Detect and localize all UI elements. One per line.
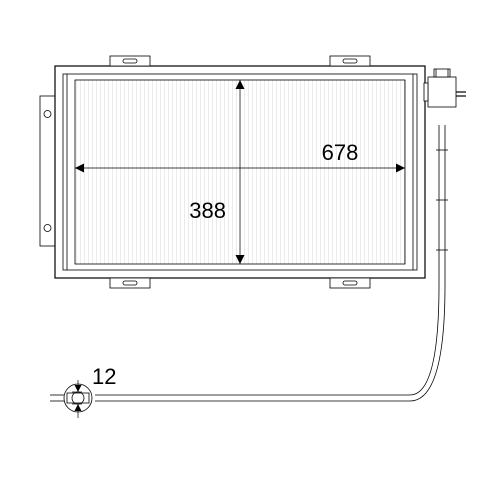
dimension-height-label: 388 xyxy=(189,198,226,223)
dimension-tube-label: 12 xyxy=(92,364,116,389)
dimension-width-label: 678 xyxy=(322,140,359,165)
condenser-technical-drawing: 678 388 12 xyxy=(0,0,500,500)
